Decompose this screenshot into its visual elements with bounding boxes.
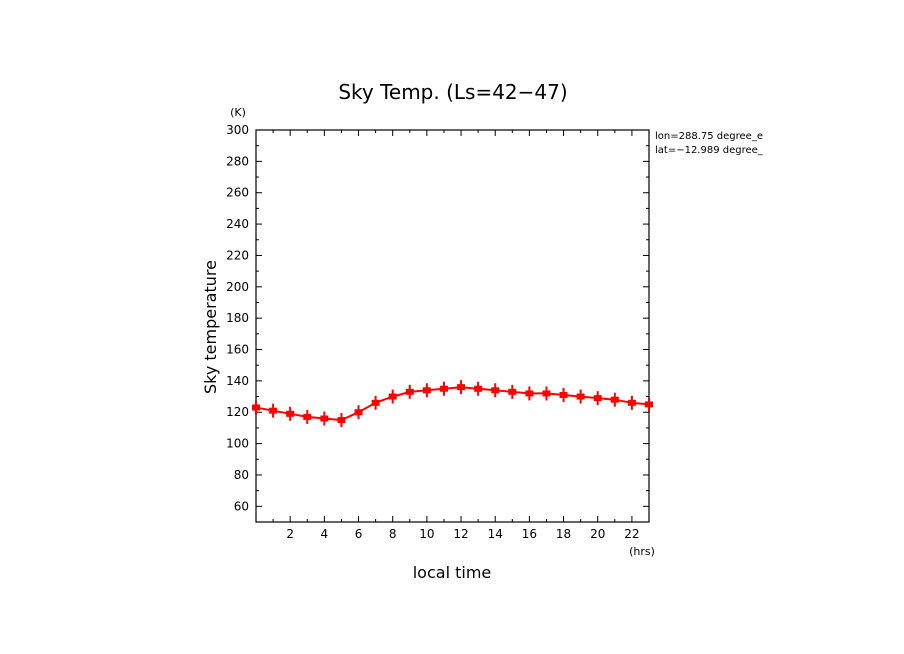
x-tick-label: 12: [453, 527, 468, 541]
x-tick-label: 18: [556, 527, 571, 541]
data-point: [303, 409, 312, 424]
x-tick-label: 2: [286, 527, 294, 541]
y-tick-label: 140: [226, 374, 249, 388]
data-point: [337, 413, 346, 428]
axes: 60 80 100 120 140 160 180 200 220 240 260 280 300 2 4 6…: [226, 123, 650, 541]
x-tick-label: 16: [522, 527, 537, 541]
x-unit-label: (hrs): [629, 545, 655, 558]
series-line: [255, 386, 650, 422]
data-point: [252, 400, 260, 415]
data-point: [422, 383, 431, 398]
annotation-lon: lon=288.75 degree_e: [655, 131, 763, 142]
plot-frame: [255, 129, 650, 523]
y-axis-label: Sky temperature: [201, 260, 220, 394]
annotation-lat: lat=−12.989 degree_: [655, 145, 764, 156]
data-point: [645, 397, 653, 412]
x-tick-label: 20: [590, 527, 605, 541]
data-point: [559, 387, 568, 402]
y-tick-label: 120: [226, 405, 249, 419]
data-point: [320, 411, 329, 426]
data-point: [627, 395, 636, 410]
plot-area: [252, 380, 653, 428]
data-point: [269, 403, 278, 418]
y-tick-label: 240: [226, 217, 249, 231]
data-point: [576, 389, 585, 404]
y-tick-label: 220: [226, 248, 249, 262]
x-tick-label: 14: [488, 527, 503, 541]
y-tick-label: 200: [226, 280, 249, 294]
x-tick-label: 10: [419, 527, 434, 541]
data-point: [542, 386, 551, 401]
y-tick-label: 260: [226, 186, 249, 200]
x-tick-label: 6: [355, 527, 363, 541]
y-tick-label: 60: [234, 499, 249, 513]
data-point: [354, 405, 363, 420]
x-axis-label: local time: [413, 563, 492, 582]
data-point: [610, 392, 619, 407]
data-point: [405, 384, 414, 399]
y-tick-label: 180: [226, 311, 249, 325]
x-tick-label: 8: [389, 527, 397, 541]
data-point: [508, 384, 517, 399]
y-tick-label: 100: [226, 437, 249, 451]
y-tick-label: 160: [226, 343, 249, 357]
x-tick-label: 4: [321, 527, 329, 541]
y-tick-label: 280: [226, 154, 249, 168]
data-point: [474, 381, 483, 396]
y-tick-label: 300: [226, 123, 249, 137]
data-point: [388, 389, 397, 404]
data-point: [593, 391, 602, 406]
data-point: [371, 395, 380, 410]
y-tick-label: 80: [234, 468, 249, 482]
y-unit-label: (K): [230, 106, 246, 119]
data-point: [525, 386, 534, 401]
x-tick-label: 22: [624, 527, 639, 541]
data-point: [457, 380, 466, 395]
data-point: [286, 406, 295, 421]
chart-title: Sky Temp. (Ls=42−47): [338, 80, 567, 104]
data-point: [491, 383, 500, 398]
data-point: [439, 381, 448, 396]
